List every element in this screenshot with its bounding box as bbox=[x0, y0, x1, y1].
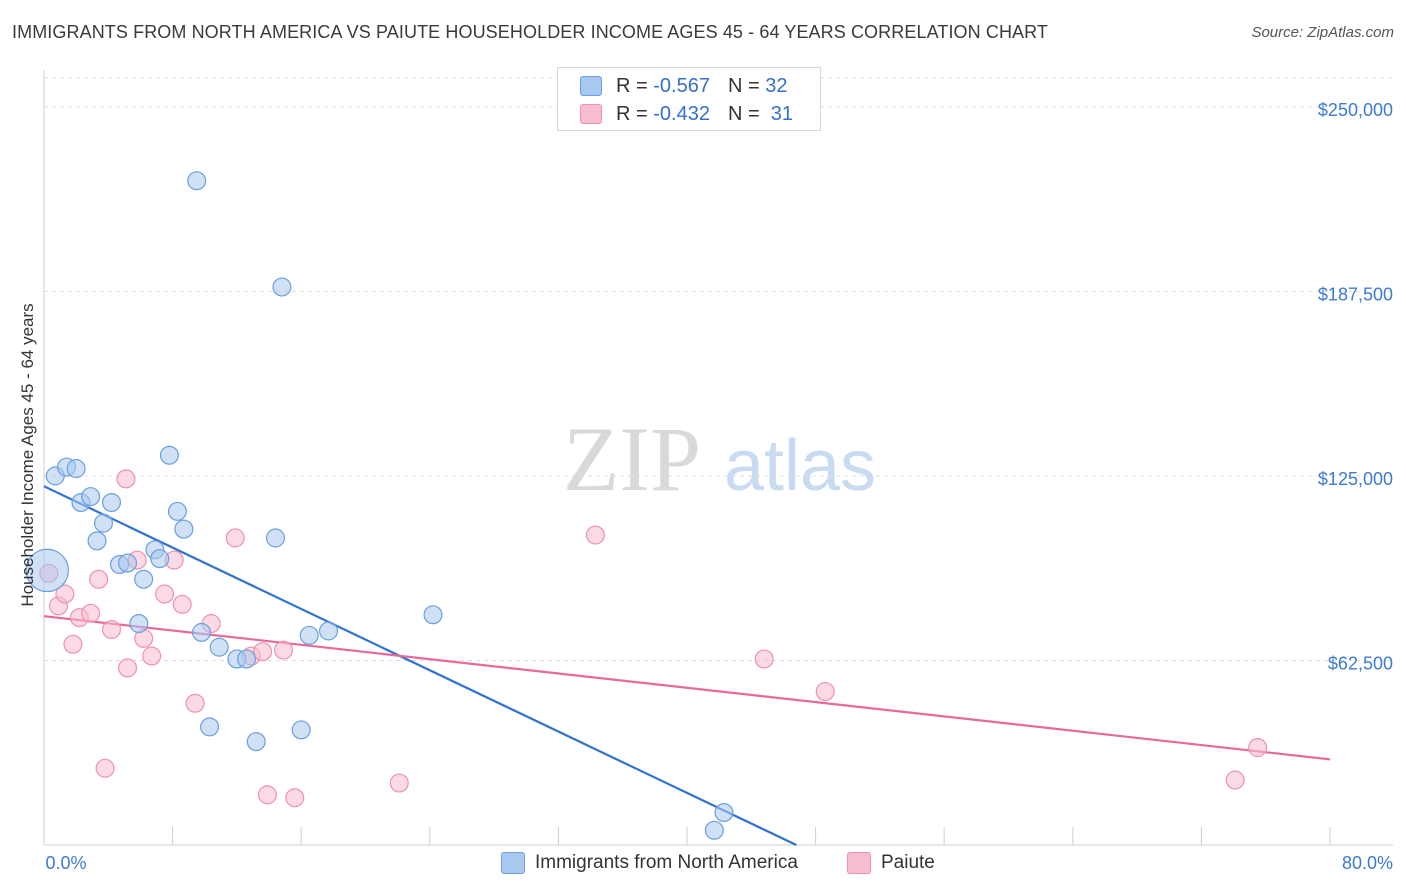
series-legend: Immigrants from North America Paiute bbox=[0, 852, 1406, 876]
legend-row-pink: R = -0.432 N = 31 bbox=[580, 102, 793, 126]
point-north-america bbox=[237, 649, 257, 669]
point-paiute bbox=[63, 634, 83, 654]
correlation-legend: R = -0.567 N = 32 R = -0.432 N = 31 bbox=[557, 67, 821, 131]
point-north-america bbox=[192, 622, 212, 642]
point-paiute bbox=[89, 569, 109, 589]
point-paiute bbox=[81, 603, 101, 623]
chart-title: IMMIGRANTS FROM NORTH AMERICA VS PAIUTE … bbox=[12, 22, 1049, 42]
grid-lines bbox=[44, 77, 1393, 661]
point-north-america bbox=[265, 528, 286, 548]
point-north-america bbox=[714, 803, 734, 823]
point-north-america bbox=[319, 621, 339, 641]
legend-n-label: N = bbox=[727, 74, 760, 97]
point-paiute bbox=[253, 642, 273, 662]
point-north-america bbox=[25, 548, 69, 593]
point-north-america bbox=[129, 614, 149, 634]
legend-swatch-pink bbox=[580, 104, 602, 124]
point-north-america bbox=[299, 625, 319, 645]
legend-label: Immigrants from North America bbox=[535, 852, 798, 873]
watermark-zip: ZIP bbox=[563, 408, 701, 510]
point-north-america bbox=[101, 493, 122, 513]
point-paiute bbox=[185, 693, 205, 713]
point-north-america bbox=[272, 277, 292, 297]
legend-label: Paiute bbox=[881, 852, 935, 873]
trend-line-north-america bbox=[43, 485, 797, 846]
point-north-america bbox=[66, 459, 86, 479]
point-north-america bbox=[167, 501, 187, 521]
point-north-america bbox=[150, 549, 170, 569]
point-north-america bbox=[93, 513, 113, 533]
point-paiute bbox=[257, 785, 277, 805]
trend-line-paiute bbox=[43, 615, 1331, 761]
axes bbox=[43, 70, 1393, 846]
zipatlas-watermark: ZIP atlas bbox=[563, 408, 876, 510]
point-north-america bbox=[423, 605, 443, 625]
point-paiute bbox=[285, 788, 305, 808]
x-tick-label: 80.0% bbox=[1342, 853, 1393, 873]
y-tick-label: $250,000 bbox=[1318, 100, 1393, 120]
x-tick-label: 0.0% bbox=[45, 853, 86, 873]
legend-item-paiute: Paiute bbox=[847, 852, 935, 874]
point-paiute bbox=[273, 640, 294, 660]
legend-n-value: 32 bbox=[765, 74, 788, 97]
point-paiute bbox=[225, 528, 245, 548]
point-north-america bbox=[209, 637, 229, 657]
point-paiute bbox=[116, 469, 136, 489]
legend-r-value: -0.432 bbox=[653, 102, 710, 125]
legend-item-north-america: Immigrants from North America bbox=[501, 852, 798, 874]
point-north-america bbox=[704, 820, 724, 840]
legend-n-value: 31 bbox=[770, 102, 794, 125]
y-tick-label: $125,000 bbox=[1318, 469, 1393, 489]
point-north-america bbox=[187, 171, 207, 191]
point-paiute bbox=[585, 525, 605, 545]
point-paiute bbox=[815, 681, 835, 701]
y-axis-label: Householder Income Ages 45 - 64 years bbox=[18, 303, 37, 607]
trend-lines bbox=[43, 485, 1331, 846]
legend-r-label: R = bbox=[616, 102, 648, 125]
source-label: Source: ZipAtlas.com bbox=[1251, 24, 1394, 41]
watermark-atlas: atlas bbox=[724, 426, 876, 506]
point-paiute bbox=[172, 594, 192, 614]
point-paiute bbox=[754, 649, 774, 669]
point-paiute bbox=[142, 646, 162, 666]
point-north-america bbox=[81, 487, 101, 507]
legend-swatch-blue bbox=[580, 76, 602, 96]
point-north-america bbox=[174, 519, 194, 539]
tick-labels: $62,500 $125,000 $187,500 $250,000 0.0% 80.0% bbox=[45, 100, 1393, 873]
point-north-america bbox=[246, 732, 266, 752]
legend-swatch-blue bbox=[501, 852, 525, 874]
data-points bbox=[25, 171, 1268, 840]
point-north-america bbox=[291, 720, 311, 740]
legend-n-label: N = bbox=[727, 102, 760, 125]
point-paiute bbox=[95, 758, 115, 778]
legend-r-label: R = bbox=[616, 74, 648, 97]
point-paiute bbox=[1225, 770, 1245, 790]
point-paiute bbox=[101, 619, 122, 639]
point-paiute bbox=[55, 584, 75, 604]
legend-row-blue: R = -0.567 N = 32 bbox=[580, 74, 787, 98]
point-north-america bbox=[134, 569, 154, 589]
point-north-america bbox=[118, 553, 138, 573]
point-north-america bbox=[200, 717, 220, 737]
y-tick-label: $62,500 bbox=[1328, 653, 1393, 673]
point-paiute bbox=[389, 773, 409, 793]
point-north-america bbox=[159, 445, 179, 465]
point-paiute bbox=[155, 584, 175, 604]
y-tick-label: $187,500 bbox=[1318, 284, 1393, 304]
point-north-america bbox=[87, 531, 107, 551]
point-paiute bbox=[1248, 738, 1268, 758]
point-paiute bbox=[118, 658, 138, 678]
legend-r-value: -0.567 bbox=[653, 74, 710, 97]
legend-swatch-pink bbox=[847, 852, 871, 874]
